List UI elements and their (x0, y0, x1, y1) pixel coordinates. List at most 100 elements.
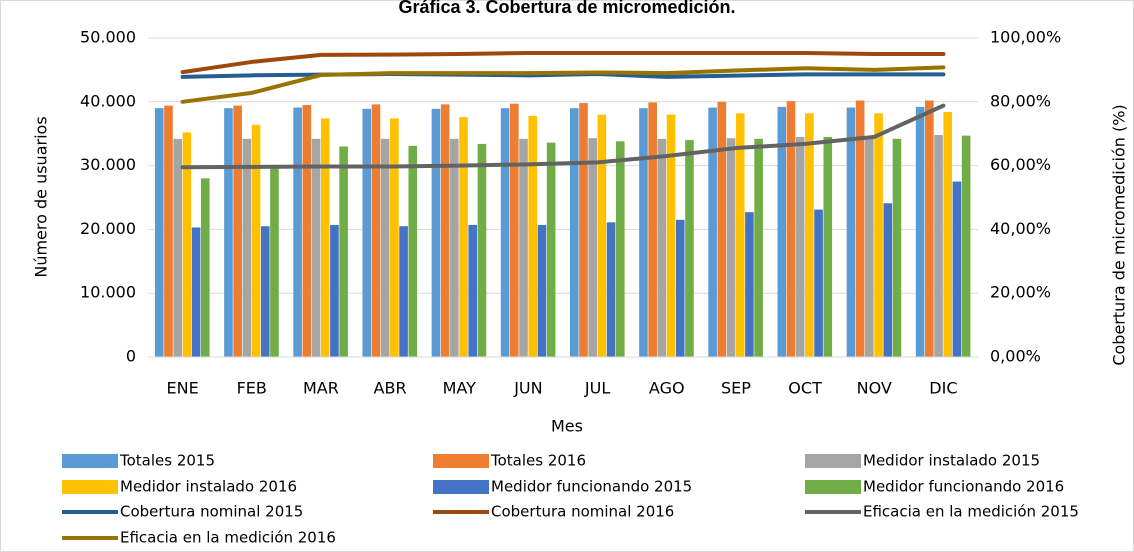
bar (500, 108, 510, 358)
bar (173, 138, 182, 357)
bar (330, 224, 339, 357)
x-tick-label: ABR (374, 379, 407, 398)
bar (925, 100, 934, 358)
bar (874, 113, 883, 357)
bar (371, 104, 381, 358)
legend-label: Totales 2015 (119, 452, 215, 470)
bar (293, 107, 302, 358)
bar (459, 117, 468, 357)
bar (191, 227, 201, 357)
bar (477, 143, 487, 357)
legend-swatch (433, 454, 489, 468)
x-tick-label: FEB (237, 379, 267, 398)
line (180, 65, 946, 104)
x-axis-label: Mes (551, 417, 583, 436)
y-tick-label: 20.000 (80, 219, 136, 238)
bar (726, 138, 736, 357)
bar (200, 178, 210, 357)
legend-swatch (433, 480, 489, 494)
x-tick-label: JUN (513, 379, 542, 398)
bar (745, 212, 754, 357)
bar (320, 118, 330, 357)
x-tick-label: JUL (584, 379, 610, 398)
bar (735, 113, 745, 357)
bar (648, 102, 657, 357)
line (180, 103, 946, 170)
x-tick-label: MAY (443, 379, 477, 398)
bar (915, 106, 925, 358)
bar (408, 145, 418, 357)
bar (814, 209, 823, 357)
bar (952, 181, 962, 357)
bar (311, 138, 321, 357)
bar (510, 103, 519, 358)
bar (685, 140, 694, 357)
legend-label: Medidor instalado 2016 (120, 478, 297, 496)
legend-label: Medidor funcionando 2016 (863, 478, 1064, 496)
bar (639, 108, 648, 358)
bar (657, 138, 667, 357)
line (180, 50, 946, 75)
legend-label: Eficacia en la medición 2015 (863, 503, 1079, 521)
bar (399, 226, 408, 357)
legend-label: Medidor instalado 2015 (863, 452, 1040, 470)
bar (224, 108, 233, 358)
bar (588, 138, 597, 357)
bar (805, 113, 814, 357)
bar (362, 108, 372, 358)
bar (615, 141, 625, 357)
x-tick-label: SEP (721, 379, 751, 398)
x-tick-label: DIC (929, 379, 957, 398)
y-tick-label: 30.000 (80, 155, 136, 174)
legend-swatch (62, 480, 118, 494)
y2-tick-label: 40,00% (990, 219, 1051, 238)
bar (242, 138, 252, 357)
bar (468, 224, 478, 357)
y2-tick-label: 20,00% (990, 283, 1051, 302)
bar (233, 105, 242, 358)
bar (380, 138, 390, 357)
bar (708, 107, 717, 358)
bar (883, 203, 893, 357)
bar (846, 107, 856, 358)
bar (270, 166, 279, 357)
bar (164, 105, 173, 358)
bar (717, 101, 727, 357)
bar (154, 108, 164, 358)
y2-axis-label: Cobertura de micromedición (%) (1110, 104, 1129, 365)
bar (823, 136, 833, 357)
bar (597, 114, 607, 357)
bar (450, 138, 459, 357)
bar (855, 100, 865, 358)
bar (934, 134, 943, 357)
bar (675, 219, 685, 357)
y2-tick-label: 100,00% (990, 28, 1061, 47)
y2-tick-label: 60,00% (990, 155, 1051, 174)
bar (943, 112, 953, 358)
y2-tick-label: 0,00% (990, 347, 1041, 366)
x-tick-label: NOV (857, 379, 892, 398)
bar (519, 138, 528, 357)
legend-swatch (805, 454, 861, 468)
y-axis-label: Número de usuarios (32, 116, 51, 277)
bar (182, 132, 192, 357)
legend-swatch (805, 480, 861, 494)
y-tick-label: 10.000 (80, 283, 136, 302)
legend-label: Cobertura nominal 2015 (120, 503, 303, 521)
bar (537, 224, 547, 357)
legend-label: Cobertura nominal 2016 (491, 503, 674, 521)
bar (961, 135, 971, 357)
bar (440, 104, 450, 358)
bar (251, 124, 261, 357)
bar (528, 115, 538, 357)
legend-label: Eficacia en la medición 2016 (120, 529, 336, 547)
bar (777, 106, 787, 358)
y-tick-label: 0 (126, 347, 136, 366)
bar (795, 136, 805, 357)
x-tick-label: ENE (166, 379, 198, 398)
bar (786, 101, 796, 357)
x-tick-label: AGO (649, 379, 685, 398)
bar (431, 108, 441, 358)
bar (546, 142, 556, 357)
